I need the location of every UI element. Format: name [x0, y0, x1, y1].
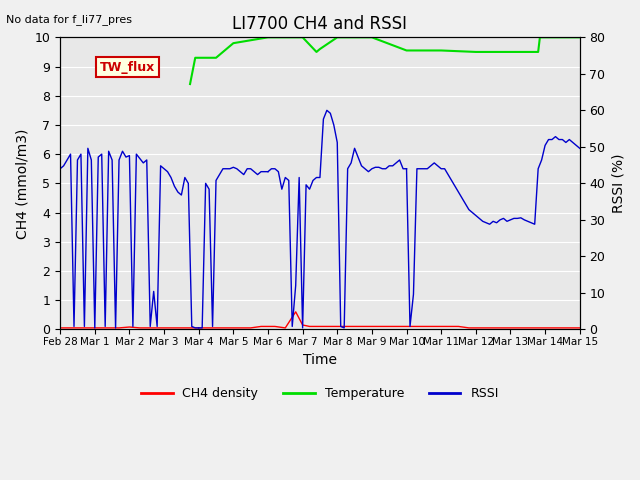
- Y-axis label: RSSI (%): RSSI (%): [611, 154, 625, 213]
- Title: LI7700 CH4 and RSSI: LI7700 CH4 and RSSI: [232, 15, 408, 33]
- Text: TW_flux: TW_flux: [100, 60, 156, 74]
- Legend: CH4 density, Temperature, RSSI: CH4 density, Temperature, RSSI: [136, 382, 504, 405]
- Y-axis label: CH4 (mmol/m3): CH4 (mmol/m3): [15, 128, 29, 239]
- Text: No data for f_li77_pres: No data for f_li77_pres: [6, 14, 132, 25]
- X-axis label: Time: Time: [303, 352, 337, 367]
